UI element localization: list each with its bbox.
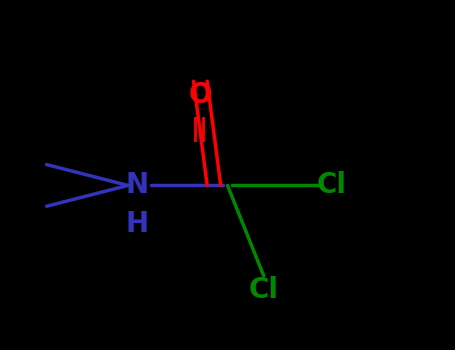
Text: Cl: Cl [249, 275, 278, 303]
Text: O: O [189, 81, 212, 109]
Text: N: N [126, 172, 149, 200]
Text: ||: || [192, 117, 209, 142]
Text: Cl: Cl [317, 172, 347, 200]
Text: H: H [126, 210, 149, 238]
